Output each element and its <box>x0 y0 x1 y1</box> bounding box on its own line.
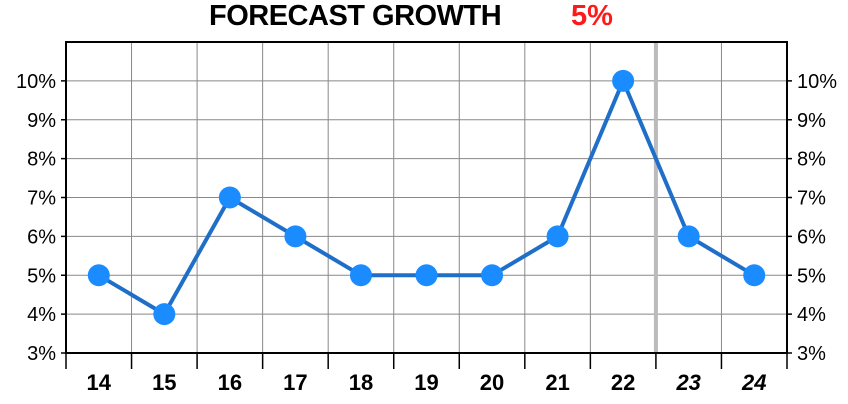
y-tick-label-right: 8% <box>797 149 826 171</box>
data-point <box>677 225 700 248</box>
y-tick-label-left: 5% <box>27 265 56 287</box>
axes <box>61 41 792 369</box>
y-tick-label-left: 3% <box>27 343 56 365</box>
x-tick-label: 19 <box>414 370 438 395</box>
y-tick-label-right: 4% <box>797 304 826 326</box>
data-point <box>284 225 307 248</box>
forecast-growth-value: 5% <box>571 0 613 32</box>
data-point <box>612 69 635 92</box>
data-point <box>415 264 438 287</box>
x-tick-label: 23 <box>675 370 700 395</box>
y-tick-label-right: 7% <box>797 188 826 210</box>
y-tick-label-right: 6% <box>797 226 826 248</box>
x-tick-label: 17 <box>283 370 307 395</box>
y-tick-label-left: 10% <box>16 71 56 93</box>
x-tick-label: 15 <box>152 370 176 395</box>
y-tick-label-right: 10% <box>797 71 837 93</box>
data-point <box>218 186 241 209</box>
x-tick-label: 18 <box>349 370 373 395</box>
x-tick-label: 21 <box>545 370 569 395</box>
title-row: FORECAST GROWTH 5% <box>0 0 848 36</box>
grid <box>66 42 787 354</box>
y-tick-label-left: 9% <box>27 110 56 132</box>
tick-labels: 3% 3% 4% 4% 5% 5% 6% 6% 7% 7% 8% 8% 9% 9% 10% 10% 14 15 16… <box>16 71 837 395</box>
y-tick-label-left: 8% <box>27 149 56 171</box>
y-tick-label-right: 9% <box>797 110 826 132</box>
data-point <box>153 303 176 326</box>
y-tick-label-left: 6% <box>27 226 56 248</box>
data-points <box>87 69 766 326</box>
x-tick-label: 24 <box>741 370 766 395</box>
data-point <box>481 264 504 287</box>
x-tick-label: 16 <box>218 370 242 395</box>
x-tick-label: 22 <box>611 370 635 395</box>
x-tick-label: 20 <box>480 370 504 395</box>
y-tick-label-left: 4% <box>27 304 56 326</box>
y-tick-label-right: 5% <box>797 265 826 287</box>
data-point <box>87 264 110 287</box>
data-point <box>546 225 569 248</box>
chart-title: FORECAST GROWTH <box>209 0 502 32</box>
x-tick-label: 14 <box>87 370 112 395</box>
y-tick-label-left: 7% <box>27 188 56 210</box>
data-point <box>349 264 372 287</box>
y-tick-label-right: 3% <box>797 343 826 365</box>
data-point <box>743 264 766 287</box>
